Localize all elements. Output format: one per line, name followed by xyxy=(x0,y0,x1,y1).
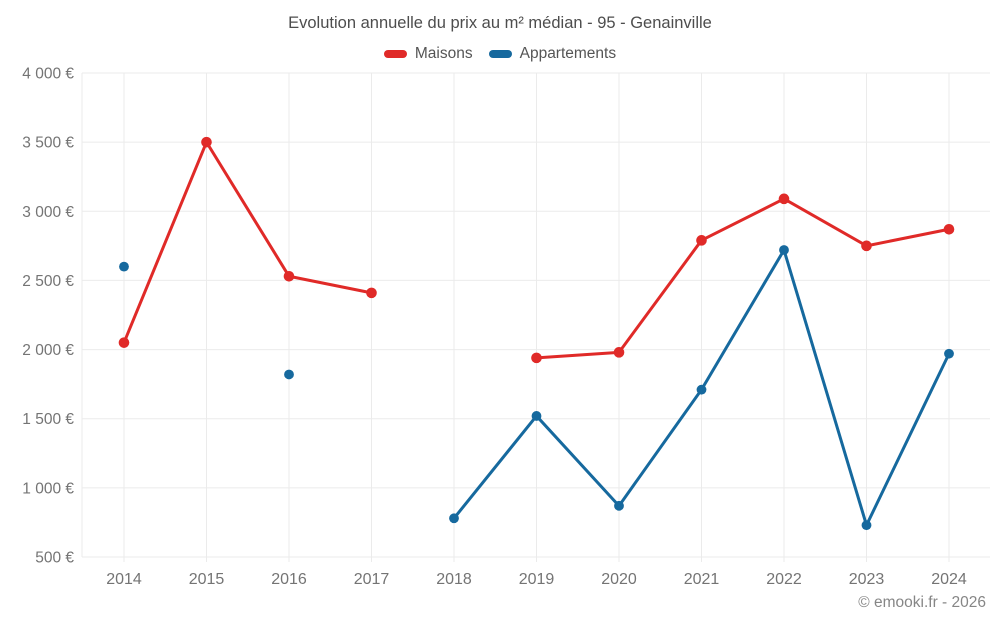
x-tick-label: 2022 xyxy=(766,571,802,588)
y-tick-label: 500 € xyxy=(35,550,74,567)
data-point-maisons-2021[interactable] xyxy=(696,235,707,246)
data-point-appartements-2024[interactable] xyxy=(944,348,954,359)
x-tick-label: 2016 xyxy=(271,571,307,588)
data-point-appartements-2020[interactable] xyxy=(614,500,624,511)
data-point-appartements-2016[interactable] xyxy=(284,369,294,380)
x-tick-label: 2014 xyxy=(106,571,142,588)
data-point-maisons-2014[interactable] xyxy=(118,337,130,348)
chart-title: Evolution annuelle du prix au m² médian … xyxy=(288,14,712,32)
data-point-appartements-2021[interactable] xyxy=(696,384,707,395)
legend-label-maisons: Maisons xyxy=(414,45,473,62)
legend-label-appartements: Appartements xyxy=(519,45,617,62)
data-point-maisons-2019[interactable] xyxy=(531,352,542,364)
x-tick-label: 2021 xyxy=(684,571,720,588)
y-tick-label: 2 000 € xyxy=(22,342,74,359)
x-tick-label: 2019 xyxy=(519,571,555,588)
x-tick-label: 2024 xyxy=(931,571,967,588)
y-tick-label: 1 500 € xyxy=(22,411,74,428)
legend-item-maisons[interactable]: Maisons xyxy=(383,45,473,63)
x-tick-label: 2020 xyxy=(601,571,637,588)
data-point-maisons-2017[interactable] xyxy=(366,287,377,299)
data-point-maisons-2024[interactable] xyxy=(943,223,955,235)
data-point-appartements-2014[interactable] xyxy=(119,261,129,272)
data-point-appartements-2019[interactable] xyxy=(531,411,542,421)
appartements-legend-swatch-icon xyxy=(488,50,512,58)
y-tick-label: 3 000 € xyxy=(22,204,74,221)
maisons-legend-swatch-icon xyxy=(383,50,407,58)
data-point-appartements-2023[interactable] xyxy=(861,520,872,531)
x-tick-label: 2018 xyxy=(436,571,472,588)
x-tick-label: 2023 xyxy=(849,571,885,588)
data-point-maisons-2016[interactable] xyxy=(283,270,295,282)
data-point-appartements-2022[interactable] xyxy=(779,245,789,255)
x-tick-label: 2015 xyxy=(189,571,225,588)
data-point-maisons-2023[interactable] xyxy=(861,240,872,252)
data-point-maisons-2015[interactable] xyxy=(201,136,212,148)
data-point-appartements-2018[interactable] xyxy=(449,513,459,524)
copyright-credit: © emooki.fr - 2026 xyxy=(858,594,986,611)
data-point-maisons-2020[interactable] xyxy=(613,347,625,358)
y-tick-label: 2 500 € xyxy=(22,273,74,290)
y-tick-label: 1 000 € xyxy=(22,480,74,497)
x-tick-label: 2017 xyxy=(354,571,390,588)
series-line-maisons xyxy=(535,197,951,360)
data-point-maisons-2022[interactable] xyxy=(778,193,790,205)
legend-item-appartements[interactable]: Appartements xyxy=(488,45,617,63)
y-tick-label: 3 500 € xyxy=(22,135,74,152)
y-tick-label: 4 000 € xyxy=(22,66,74,83)
legend: Maisons Appartements xyxy=(0,45,1000,63)
series-line-maisons xyxy=(122,140,373,345)
